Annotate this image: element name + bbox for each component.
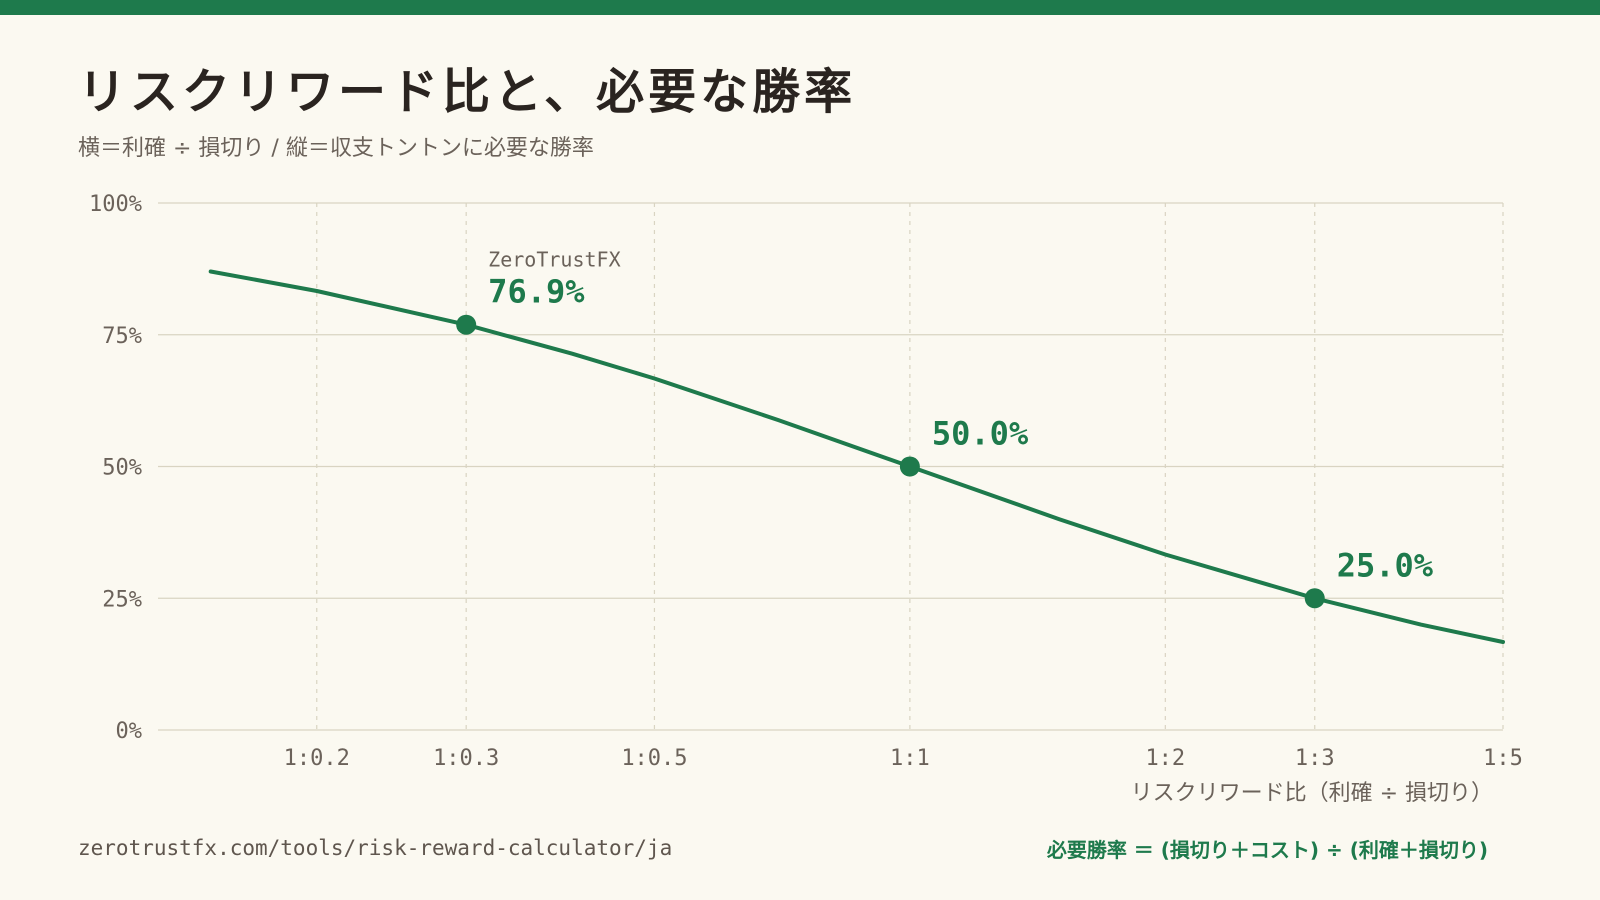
footer-url: zerotrustfx.com/tools/risk-reward-calcul… xyxy=(78,836,673,860)
x-tick-label: 1:0.2 xyxy=(284,746,350,771)
x-tick-label: 1:3 xyxy=(1295,746,1335,771)
highlight-point xyxy=(456,314,477,335)
y-tick-label: 100% xyxy=(89,192,142,217)
y-tick-label: 0% xyxy=(116,719,143,744)
highlight-point xyxy=(899,456,920,477)
data-label: 25.0% xyxy=(1337,546,1434,584)
top-accent-bar xyxy=(0,0,1600,15)
data-label-caption: ZeroTrustFX xyxy=(488,248,620,272)
chart-title: リスクリワード比と、必要な勝率 xyxy=(78,64,857,120)
x-tick-label: 1:0.5 xyxy=(621,746,687,771)
highlight-point xyxy=(1304,588,1325,609)
data-label: 50.0% xyxy=(932,415,1029,453)
x-tick-label: 1:1 xyxy=(890,746,930,771)
chart-subtitle: 横＝利確 ÷ 損切り / 縦＝収支トントンに必要な勝率 xyxy=(78,136,594,161)
data-label: 76.9% xyxy=(488,273,585,311)
y-tick-label: 75% xyxy=(102,324,142,349)
x-tick-label: 1:5 xyxy=(1483,746,1523,771)
footer-formula: 必要勝率 ＝ (損切り＋コスト) ÷ (利確＋損切り) xyxy=(1046,838,1488,862)
x-tick-label: 1:2 xyxy=(1145,746,1185,771)
x-axis-title: リスクリワード比（利確 ÷ 損切り） xyxy=(1131,781,1493,806)
y-tick-label: 25% xyxy=(102,587,142,612)
series-line xyxy=(208,269,1505,644)
y-tick-label: 50% xyxy=(102,456,142,481)
x-tick-label: 1:0.3 xyxy=(433,746,499,771)
